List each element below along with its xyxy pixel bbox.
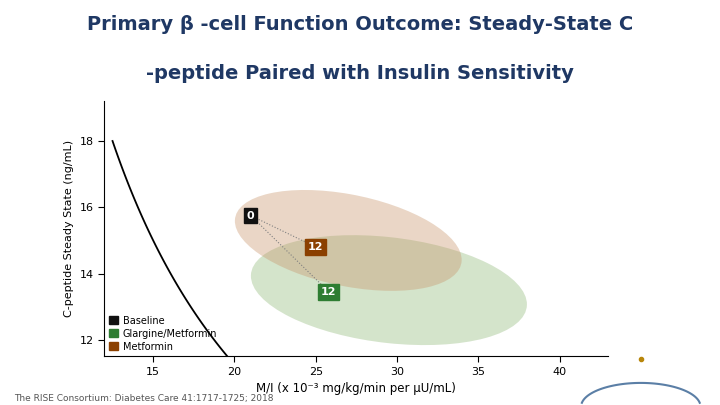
Text: 0: 0 [247,211,255,221]
Legend: Baseline, Glargine/Metformin, Metformin: Baseline, Glargine/Metformin, Metformin [109,316,217,352]
Text: 12: 12 [308,242,323,252]
Ellipse shape [235,190,462,291]
Text: Primary β -cell Function Outcome: Steady-State C: Primary β -cell Function Outcome: Steady… [87,15,633,34]
Text: The RISE Consortium: Diabetes Care 41:1717-1725; 2018: The RISE Consortium: Diabetes Care 41:17… [14,394,274,403]
Y-axis label: C-peptide Steady State (ng/mL): C-peptide Steady State (ng/mL) [64,140,74,318]
Ellipse shape [251,235,527,345]
Text: 12: 12 [321,287,336,297]
X-axis label: M/I (x 10⁻³ mg/kg/min per μU/mL): M/I (x 10⁻³ mg/kg/min per μU/mL) [256,382,456,395]
Text: -peptide Paired with Insulin Sensitivity: -peptide Paired with Insulin Sensitivity [146,64,574,83]
